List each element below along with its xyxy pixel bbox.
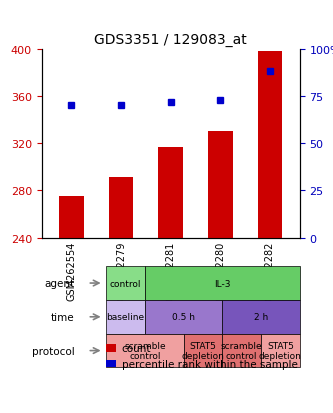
Bar [109,178,134,238]
Text: time: time [51,312,75,322]
Bar [158,147,183,238]
Text: 2 h: 2 h [254,313,268,322]
Text: scramble
control: scramble control [221,341,262,361]
Text: STAT5
depletion: STAT5 depletion [259,341,302,361]
Text: baseline: baseline [107,313,145,322]
Text: control: control [110,279,141,288]
Text: scramble
control: scramble control [124,341,166,361]
Text: count: count [122,343,151,353]
FancyBboxPatch shape [145,266,300,300]
Bar [59,197,84,238]
FancyBboxPatch shape [106,300,145,334]
FancyBboxPatch shape [106,266,145,300]
Bar [106,344,117,352]
FancyBboxPatch shape [183,334,222,368]
Text: percentile rank within the sample: percentile rank within the sample [122,359,297,369]
Text: agent: agent [44,278,75,288]
FancyBboxPatch shape [145,300,222,334]
FancyBboxPatch shape [261,334,300,368]
Title: GDS3351 / 129083_at: GDS3351 / 129083_at [94,33,247,47]
Text: STAT5
depletion: STAT5 depletion [181,341,224,361]
Text: protocol: protocol [32,346,75,356]
Bar [106,360,117,368]
Text: IL-3: IL-3 [214,279,230,288]
FancyBboxPatch shape [222,334,261,368]
FancyBboxPatch shape [222,300,300,334]
Text: 0.5 h: 0.5 h [172,313,195,322]
FancyBboxPatch shape [106,334,183,368]
Bar [257,52,282,238]
Bar [208,132,233,238]
